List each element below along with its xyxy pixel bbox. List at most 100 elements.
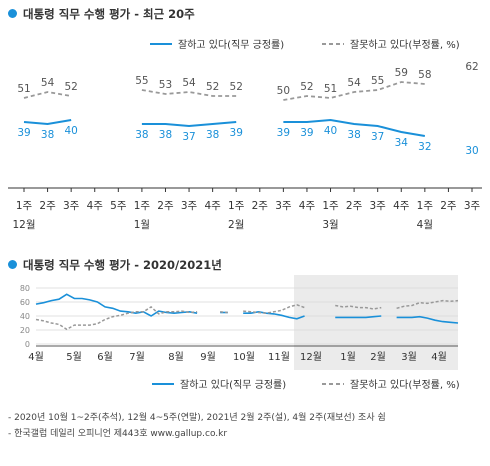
data-label-1-6: 53: [159, 79, 172, 91]
data-label-0-15: 37: [371, 131, 384, 143]
series2-0-line-4: [396, 315, 459, 324]
series-0-line-2: [283, 118, 426, 137]
month-label-2-2: 6월: [97, 351, 113, 363]
y-tick-label-2: 40: [20, 312, 30, 321]
title-bullet-icon: [8, 260, 17, 269]
x-tick-label-13: 1주: [322, 200, 339, 212]
y-tick-label-3: 60: [20, 298, 30, 307]
x-tick-label-3: 4주: [87, 200, 104, 212]
chart2: 0 20 40 60 80 4월 5월 6월 7월 8월 9월 10월 11월 12월 1월 2월 3월 4월잘하…: [20, 275, 460, 391]
legend2-label-0: 잘하고 있다(직무 긍정률): [180, 378, 286, 391]
data-label-1-2: 52: [64, 81, 77, 93]
x-tick-label-2: 3주: [63, 200, 80, 212]
x-tick-label-19: 3주: [464, 200, 481, 212]
series2-1-line-0: [35, 305, 198, 331]
y-tick-label-4: 80: [20, 284, 30, 293]
data-label-0-7: 37: [182, 131, 195, 143]
series-1-line-1: [141, 89, 237, 97]
month-label-2-7: 11월: [268, 351, 290, 363]
x-tick-label-1: 2주: [39, 200, 56, 212]
series2-0-line-3: [335, 315, 382, 319]
month-label-4: 4월: [417, 219, 433, 231]
month-label-2-12: 4월: [431, 351, 447, 363]
data-label-1-15: 55: [371, 75, 384, 87]
data-label-1-1: 54: [41, 77, 55, 89]
data-label-1-19: 62: [465, 61, 478, 73]
footnotes: - 2020년 10월 1~2주(추석), 12월 4~5주(연말), 2021…: [8, 410, 386, 442]
footnote-1: - 2020년 10월 1~2주(추석), 12월 4~5주(연말), 2021…: [8, 413, 386, 423]
x-tick-label-15: 3주: [370, 200, 387, 212]
data-label-0-2: 40: [64, 125, 77, 137]
x-tick-label-0: 1주: [16, 200, 33, 212]
month-label-2-10: 2월: [370, 351, 386, 363]
x-tick-label-18: 2주: [440, 200, 457, 212]
series2-1-line-1: [220, 311, 228, 314]
data-label-0-8: 38: [206, 129, 219, 141]
x-tick-label-4: 5주: [110, 200, 127, 212]
month-label-1: 1월: [134, 219, 150, 231]
data-label-0-17: 32: [418, 141, 431, 153]
legend2-label-1: 잘못하고 있다(부정률, %): [350, 378, 460, 391]
series-1-line-0: [23, 91, 72, 99]
month-label-2-6: 10월: [233, 351, 255, 363]
data-label-0-6: 38: [159, 129, 172, 141]
month-label-2: 2월: [228, 219, 244, 231]
chart1: 잘하고 있다(직무 긍정률) 잘못하고 있다(부정률, %) 39 38 40 38 38 3…: [8, 38, 482, 231]
month-label-2-11: 3월: [401, 351, 417, 363]
y-tick-label-0: 0: [25, 340, 30, 349]
data-label-1-11: 50: [277, 85, 290, 97]
x-tick-label-17: 1주: [417, 200, 434, 212]
series2-1-line-3: [335, 304, 382, 310]
title-bullet-icon: [8, 9, 17, 18]
x-tick-label-11: 3주: [275, 200, 292, 212]
data-label-1-16: 59: [395, 67, 408, 79]
month-label-2-8: 12월: [300, 351, 322, 363]
data-label-1-14: 54: [347, 77, 361, 89]
month-label-2-4: 8월: [168, 351, 184, 363]
chart1-title: 대통령 직무 수행 평가 - 최근 20주: [8, 6, 195, 22]
series-0-line-0: [23, 119, 72, 126]
month-label-2-9: 1월: [340, 351, 356, 363]
data-label-1-9: 52: [230, 81, 243, 93]
data-label-0-0: 39: [17, 127, 30, 139]
x-tick-label-12: 4주: [299, 200, 316, 212]
data-label-1-17: 58: [418, 69, 431, 81]
data-label-0-14: 38: [347, 129, 360, 141]
legend-label-0: 잘하고 있다(직무 긍정률): [178, 38, 284, 51]
y-tick-label-1: 20: [20, 326, 30, 335]
data-label-0-12: 39: [300, 127, 313, 139]
month-label-0: 12월: [12, 219, 35, 231]
data-label-1-8: 52: [206, 81, 219, 93]
series2-0-line-0: [35, 293, 198, 317]
data-label-0-5: 38: [135, 129, 148, 141]
data-label-0-11: 39: [277, 127, 290, 139]
data-label-1-0: 51: [17, 83, 30, 95]
x-tick-label-9: 1주: [228, 200, 245, 212]
x-tick-label-5: 1주: [134, 200, 151, 212]
x-tick-label-10: 2주: [252, 200, 269, 212]
month-label-2-3: 7월: [129, 351, 145, 363]
x-tick-label-16: 4주: [393, 200, 410, 212]
legend-label-1: 잘못하고 있다(부정률, %): [350, 38, 460, 51]
data-label-0-19: 30: [465, 145, 478, 157]
month-label-2-1: 5월: [66, 351, 82, 363]
month-label-2-5: 9월: [200, 351, 216, 363]
x-tick-label-8: 4주: [204, 200, 221, 212]
chart2-title: 대통령 직무 수행 평가 - 2020/2021년: [8, 257, 222, 273]
x-tick-label-7: 3주: [181, 200, 198, 212]
data-label-1-12: 52: [300, 81, 313, 93]
month-label-3: 3월: [322, 219, 338, 231]
series2-1-line-2: [243, 304, 305, 314]
series2-1-line-4: [396, 299, 459, 310]
data-label-0-16: 34: [395, 137, 409, 149]
data-label-0-1: 38: [41, 129, 54, 141]
x-tick-label-14: 2주: [346, 200, 363, 212]
series-1-line-2: [283, 81, 425, 101]
data-label-0-13: 40: [324, 125, 337, 137]
x-tick-label-6: 2주: [157, 200, 174, 212]
data-label-1-5: 55: [135, 75, 148, 87]
shaded-period: [294, 275, 458, 370]
footnote-2: - 한국갤럽 데일리 오피니언 제443호 www.gallup.co.kr: [8, 429, 228, 439]
data-label-1-13: 51: [324, 83, 337, 95]
series-0-line-1: [141, 121, 237, 128]
